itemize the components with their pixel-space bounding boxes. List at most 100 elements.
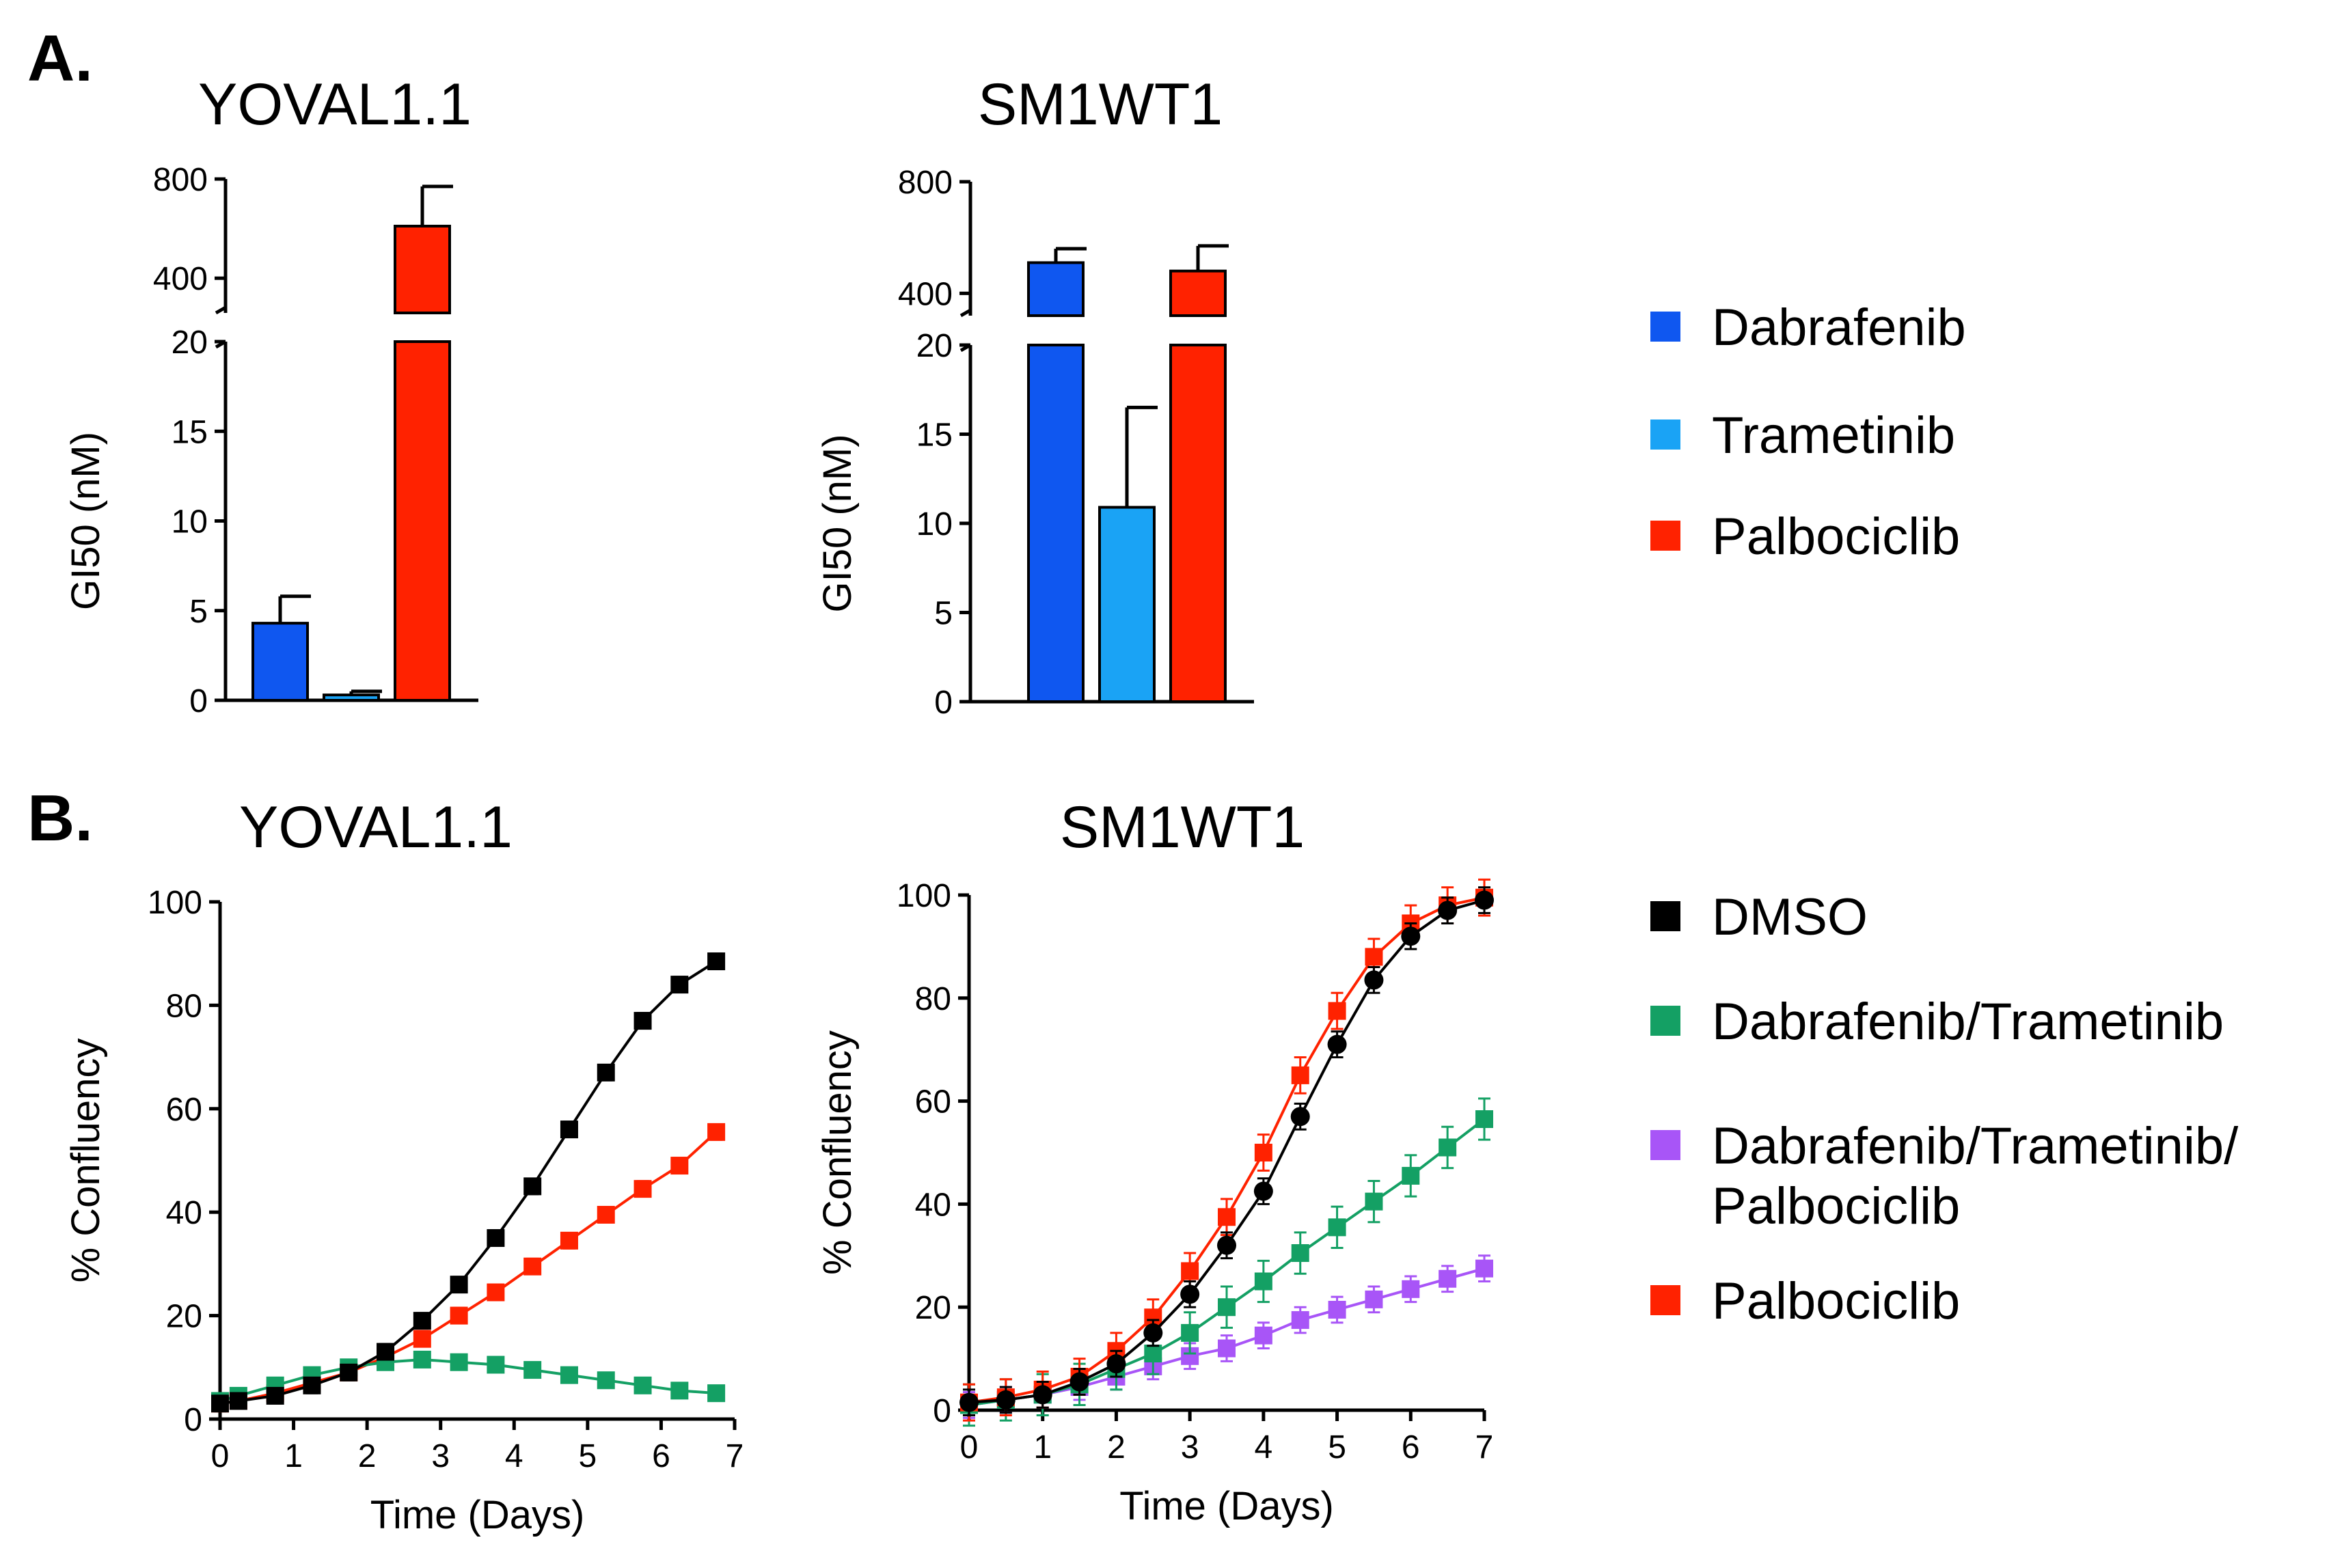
data-point-dmso (413, 1312, 431, 1330)
legend-growth: DMSO Dabrafenib/Trametinib Dabrafenib/Tram… (1650, 888, 2239, 1330)
data-point-dabrafenib-trametinib-palbociclib (1328, 1300, 1346, 1319)
data-point-palbociclib (597, 1205, 615, 1224)
data-point-dabrafenib-trametinib (450, 1353, 468, 1371)
data-point-dmso (303, 1376, 321, 1394)
data-point-palbociclib (523, 1257, 542, 1276)
data-point-dabrafenib-trametinib (597, 1371, 615, 1390)
axis-break-mark (959, 308, 972, 318)
data-point-dmso (340, 1363, 358, 1381)
y-tick-label: 800 (898, 165, 953, 201)
data-point-dabrafenib-trametinib (1144, 1345, 1162, 1363)
data-point-palbociclib (633, 1180, 652, 1198)
data-point-dmso (707, 952, 726, 971)
x-tick-label: 2 (358, 1438, 377, 1474)
y-axis-label: % Confluency (815, 1030, 860, 1275)
data-point-dmso (523, 1177, 542, 1196)
data-point-dmso (670, 976, 689, 994)
x-tick-label: 6 (1402, 1429, 1420, 1466)
confluency-line-chart-yoval: YOVAL1.1 0 20 40 60 80 100 0 1 2 3 4 5 6 7 Time (Days)%… (64, 795, 744, 1537)
y-tick-label: 20 (166, 1299, 202, 1335)
data-point-dmso (211, 1394, 229, 1413)
data-point-dabrafenib-trametinib-palbociclib (1439, 1269, 1457, 1288)
data-point-dmso (959, 1392, 979, 1412)
data-point-dabrafenib-trametinib (1439, 1138, 1457, 1157)
data-point-dmso (1290, 1107, 1310, 1127)
bar-trametinib (1098, 506, 1156, 703)
legend-label: Trametinib (1712, 407, 1955, 465)
data-point-palbociclib (670, 1157, 689, 1175)
legend-swatch-2 (1650, 521, 1680, 551)
bar-palbociclib-upper (1169, 269, 1227, 317)
data-point-dabrafenib-trametinib-palbociclib (1218, 1339, 1236, 1358)
data-point-dmso (229, 1392, 247, 1410)
data-point-dabrafenib-trametinib (633, 1376, 652, 1394)
y-tick-label: 0 (184, 1402, 202, 1438)
legend-swatch-3 (1650, 1285, 1680, 1315)
bar-trametinib (323, 693, 380, 702)
y-axis-label: GI50 (nM) (815, 434, 860, 612)
y-tick-label: 80 (915, 981, 951, 1017)
legend-gi50: Dabrafenib Trametinib Palbociclib (1650, 299, 1966, 566)
legend-label: Palbociclib (1712, 508, 1960, 566)
y-axis-label: GI50 (nM) (64, 432, 108, 610)
data-point-dabrafenib-trametinib (487, 1356, 505, 1374)
y-tick-label: 100 (148, 885, 202, 921)
x-tick-label: 7 (1475, 1429, 1494, 1466)
bar-dabrafenib-lower (1027, 344, 1085, 703)
data-point-dmso (1069, 1372, 1089, 1392)
legend-swatch-0 (1650, 312, 1680, 342)
y-tick-label: 0 (934, 685, 953, 721)
data-point-dmso (1106, 1354, 1126, 1374)
y-tick-label: 20 (916, 328, 953, 364)
y-axis-label: % Confluency (64, 1039, 108, 1283)
x-tick-label: 0 (960, 1429, 979, 1466)
chart-title: YOVAL1.1 (198, 72, 472, 137)
data-point-dmso (1364, 970, 1384, 990)
y-tick-label: 100 (897, 878, 951, 914)
x-tick-label: 1 (1033, 1429, 1052, 1466)
legend-label: Dabrafenib/Trametinib (1712, 993, 2224, 1051)
data-point-dabrafenib-trametinib (1328, 1218, 1346, 1237)
data-point-dmso (996, 1390, 1016, 1409)
y-tick-label: 15 (916, 417, 953, 454)
y-tick-label: 40 (166, 1195, 202, 1231)
data-point-dmso (266, 1386, 284, 1405)
y-tick-label: 0 (189, 683, 208, 719)
y-tick-label: 0 (933, 1393, 951, 1429)
data-point-dmso (450, 1276, 468, 1294)
x-axis-label: Time (Days) (1119, 1484, 1334, 1528)
axis-break-mark (215, 305, 227, 315)
data-point-dmso (1143, 1323, 1163, 1343)
legend-label: DMSO (1712, 888, 1868, 946)
bar-dabrafenib-upper (1027, 261, 1085, 317)
x-tick-label: 3 (1181, 1429, 1199, 1466)
data-point-dabrafenib-trametinib (1218, 1298, 1236, 1317)
bar-dabrafenib (251, 622, 309, 702)
data-point-dabrafenib-trametinib (1365, 1192, 1383, 1211)
panel-label-b: B. (27, 782, 93, 855)
y-tick-label: 40 (915, 1187, 951, 1223)
x-tick-label: 4 (505, 1438, 523, 1474)
data-point-dabrafenib-trametinib-palbociclib (1365, 1290, 1383, 1308)
gi50-bar-chart-sm1wt1: SM1WT1 0 5 10 15 20 400 800 GI50 (nM) (815, 72, 1254, 721)
y-tick-label: 15 (172, 414, 208, 450)
chart-title: SM1WT1 (1060, 795, 1305, 860)
data-point-dmso (1180, 1284, 1200, 1304)
chart-title: YOVAL1.1 (239, 795, 513, 860)
data-point-palbociclib (1254, 1144, 1272, 1161)
data-point-dmso (487, 1229, 505, 1248)
x-tick-label: 0 (211, 1438, 230, 1474)
data-point-dmso (1327, 1034, 1347, 1054)
data-point-dmso (1033, 1385, 1052, 1405)
data-point-palbociclib (1365, 948, 1383, 966)
data-point-dmso (1475, 890, 1494, 910)
data-point-dabrafenib-trametinib (1181, 1323, 1199, 1342)
data-point-dmso (1438, 900, 1458, 920)
data-point-palbociclib (1328, 1002, 1346, 1020)
legend-swatch-1 (1650, 1006, 1680, 1036)
data-point-dmso (1253, 1181, 1273, 1201)
data-point-palbociclib (413, 1330, 431, 1348)
y-tick-label: 400 (153, 261, 208, 297)
legend-swatch-1 (1650, 419, 1680, 450)
